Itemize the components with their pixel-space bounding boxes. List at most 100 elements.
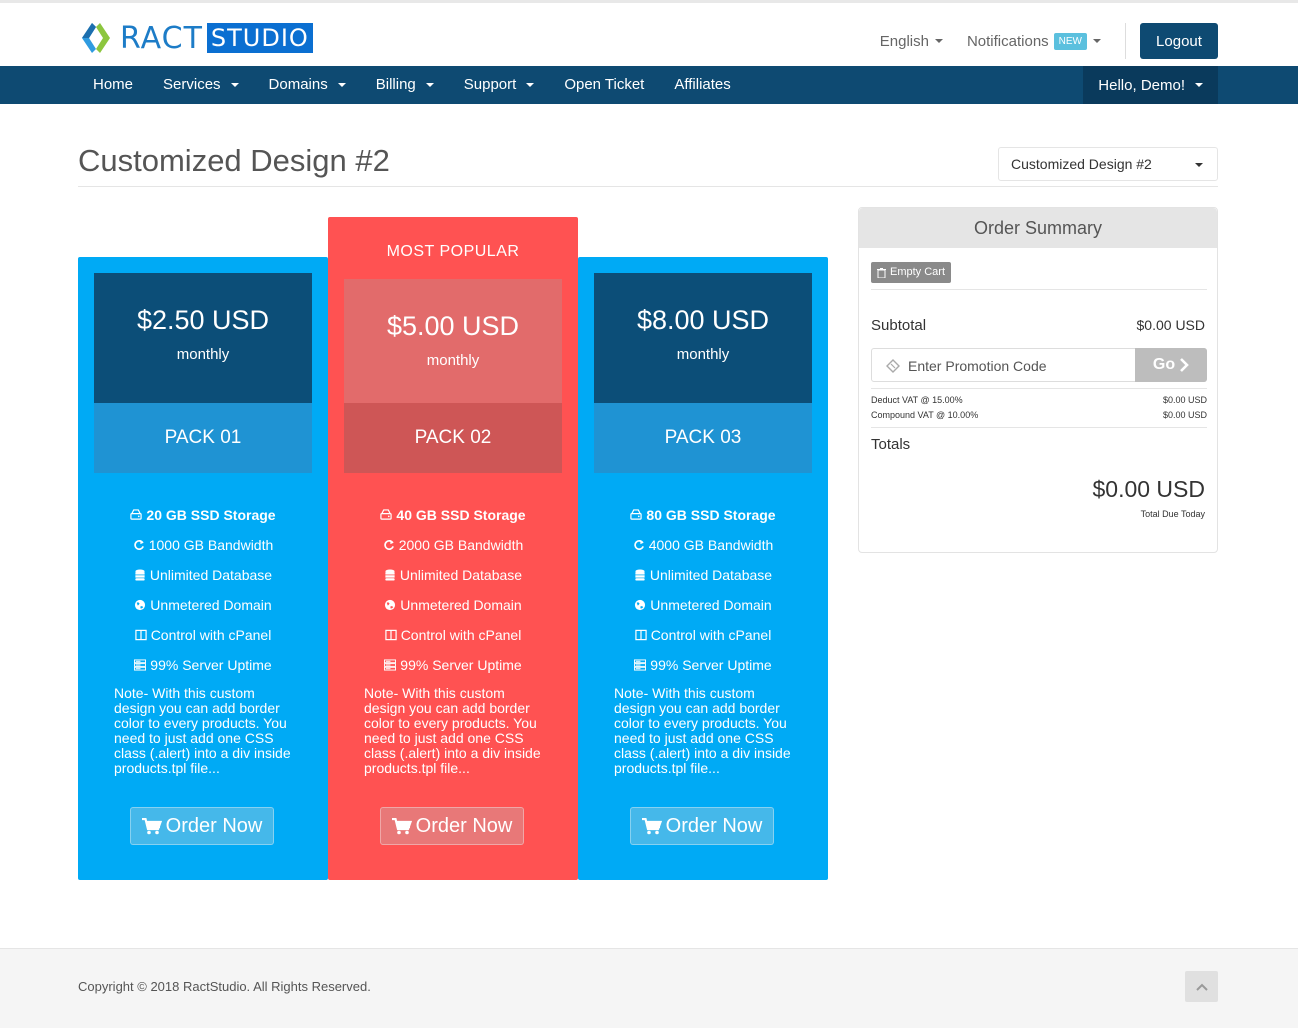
main-navbar: Home Services Domains Billing Support Open Ti…	[0, 66, 1298, 104]
feature-text: 80 GB SSD Storage	[646, 507, 776, 523]
logo-icon	[82, 23, 110, 53]
logout-button[interactable]: Logout	[1140, 23, 1218, 59]
product-name: PACK 02	[344, 403, 562, 473]
feature-text: Unlimited Database	[149, 567, 273, 583]
feature-text: Unmetered Domain	[400, 597, 522, 613]
product-price: $8.00 USD	[636, 305, 770, 335]
feature-text: 99% Server Uptime	[400, 657, 522, 673]
refresh-icon	[134, 539, 144, 550]
back-to-top-button[interactable]	[1185, 971, 1218, 1002]
refresh-icon	[634, 539, 644, 550]
language-dropdown[interactable]: English	[880, 33, 943, 50]
hdd-icon	[630, 509, 643, 520]
feature-item: Unlimited Database	[578, 560, 828, 590]
nav-item-open-ticket[interactable]: Open Ticket	[549, 66, 659, 104]
user-menu-dropdown[interactable]: Hello, Demo!	[1083, 66, 1218, 104]
cart-icon	[141, 817, 162, 834]
server-icon	[634, 659, 647, 671]
summary-divider	[871, 388, 1207, 389]
refresh-icon	[384, 539, 394, 550]
vat-compound-label: Compound VAT @ 10.00%	[871, 410, 979, 420]
subtotal-label: Subtotal	[871, 317, 927, 334]
feature-text: Unlimited Database	[649, 567, 773, 583]
total-amount: $0.00 USD	[1092, 476, 1205, 502]
feature-item: 99% Server Uptime	[78, 650, 328, 680]
promo-code-input[interactable]	[908, 357, 1128, 375]
product-card-2: MOST POPULAR $5.00 USD monthly PACK 02 40 GB…	[328, 217, 578, 880]
order-now-label: Order Now	[665, 814, 763, 837]
server-icon	[384, 659, 397, 671]
server-icon	[134, 659, 147, 671]
notifications-label: Notifications	[966, 32, 1049, 50]
nav-item-label: Domains	[268, 76, 328, 93]
language-label: English	[879, 32, 929, 50]
columns-icon	[385, 629, 397, 641]
feature-item: 1000 GB Bandwidth	[78, 530, 328, 560]
order-now-label: Order Now	[415, 814, 513, 837]
feature-text: Unmetered Domain	[150, 597, 272, 613]
nav-item-label: Services	[163, 76, 221, 93]
order-now-button[interactable]: Order Now	[630, 807, 774, 845]
columns-icon	[635, 629, 647, 641]
empty-cart-button[interactable]: Empty Cart	[871, 262, 952, 283]
feature-item: 80 GB SSD Storage	[578, 500, 828, 530]
nav-item-label: Support	[463, 76, 517, 93]
feature-item: Control with cPanel	[78, 620, 328, 650]
apply-promo-button[interactable]: Go	[1135, 348, 1207, 382]
summary-divider	[871, 289, 1207, 290]
feature-item: Unmetered Domain	[78, 590, 328, 620]
price-box: $5.00 USD monthly	[344, 279, 562, 409]
feature-item: 2000 GB Bandwidth	[328, 530, 578, 560]
caret-down-icon	[1195, 163, 1203, 167]
notifications-dropdown[interactable]: Notifications NEW	[966, 32, 1101, 50]
feature-text: Control with cPanel	[400, 627, 522, 643]
chevron-right-icon	[1180, 358, 1189, 372]
vat-row-compound: Compound VAT @ 10.00% $0.00 USD	[871, 410, 1207, 420]
cart-icon	[391, 817, 412, 834]
nav-item-billing[interactable]: Billing	[361, 66, 449, 104]
feature-list: 80 GB SSD Storage 4000 GB Bandwidth Unlimi…	[578, 500, 828, 680]
vat-deduct-value: $0.00 USD	[1162, 395, 1207, 405]
trash-icon	[877, 267, 886, 278]
globe-icon	[635, 599, 646, 611]
header-divider	[1125, 23, 1126, 59]
design-select-value: Customized Design #2	[1011, 156, 1152, 172]
nav-item-support[interactable]: Support	[449, 66, 550, 104]
hdd-icon	[380, 509, 393, 520]
feature-item: 40 GB SSD Storage	[328, 500, 578, 530]
brand-logo[interactable]: RACT STUDIO	[78, 21, 313, 56]
product-price: $2.50 USD	[136, 305, 270, 335]
feature-text: 99% Server Uptime	[150, 657, 272, 673]
billing-period: monthly	[426, 352, 480, 369]
feature-list: 20 GB SSD Storage 1000 GB Bandwidth Unlimi…	[78, 500, 328, 680]
order-now-button[interactable]: Order Now	[130, 807, 274, 845]
promo-code-group: Go	[871, 348, 1207, 382]
summary-divider	[871, 427, 1207, 428]
nav-item-home[interactable]: Home	[78, 66, 148, 104]
database-icon	[135, 569, 145, 581]
vat-deduct-label: Deduct VAT @ 15.00%	[871, 395, 963, 405]
order-now-button[interactable]: Order Now	[380, 807, 524, 845]
columns-icon	[135, 629, 147, 641]
nav-item-label: Home	[93, 76, 134, 93]
feature-item: 99% Server Uptime	[578, 650, 828, 680]
feature-item: Unlimited Database	[328, 560, 578, 590]
subtotal-value: $0.00 USD	[1136, 317, 1205, 333]
nav-item-affiliates[interactable]: Affiliates	[659, 66, 745, 104]
go-label: Go	[1152, 356, 1176, 373]
feature-item: 99% Server Uptime	[328, 650, 578, 680]
feature-text: Unmetered Domain	[650, 597, 772, 613]
feature-text: Control with cPanel	[150, 627, 272, 643]
nav-item-services[interactable]: Services	[148, 66, 254, 104]
feature-text: Control with cPanel	[650, 627, 772, 643]
product-name: PACK 01	[94, 403, 312, 473]
feature-item: 4000 GB Bandwidth	[578, 530, 828, 560]
design-select[interactable]: Customized Design #2	[998, 147, 1218, 181]
most-popular-label: MOST POPULAR	[386, 243, 520, 260]
product-card-1: $2.50 USD monthly PACK 01 20 GB SSD Storage…	[78, 257, 328, 880]
feature-item: Control with cPanel	[578, 620, 828, 650]
product-price: $5.00 USD	[386, 311, 520, 341]
nav-item-domains[interactable]: Domains	[254, 66, 361, 104]
page-footer: Copyright © 2018 RactStudio. All Rights …	[0, 948, 1298, 1028]
nav-item-label: Affiliates	[674, 76, 731, 93]
